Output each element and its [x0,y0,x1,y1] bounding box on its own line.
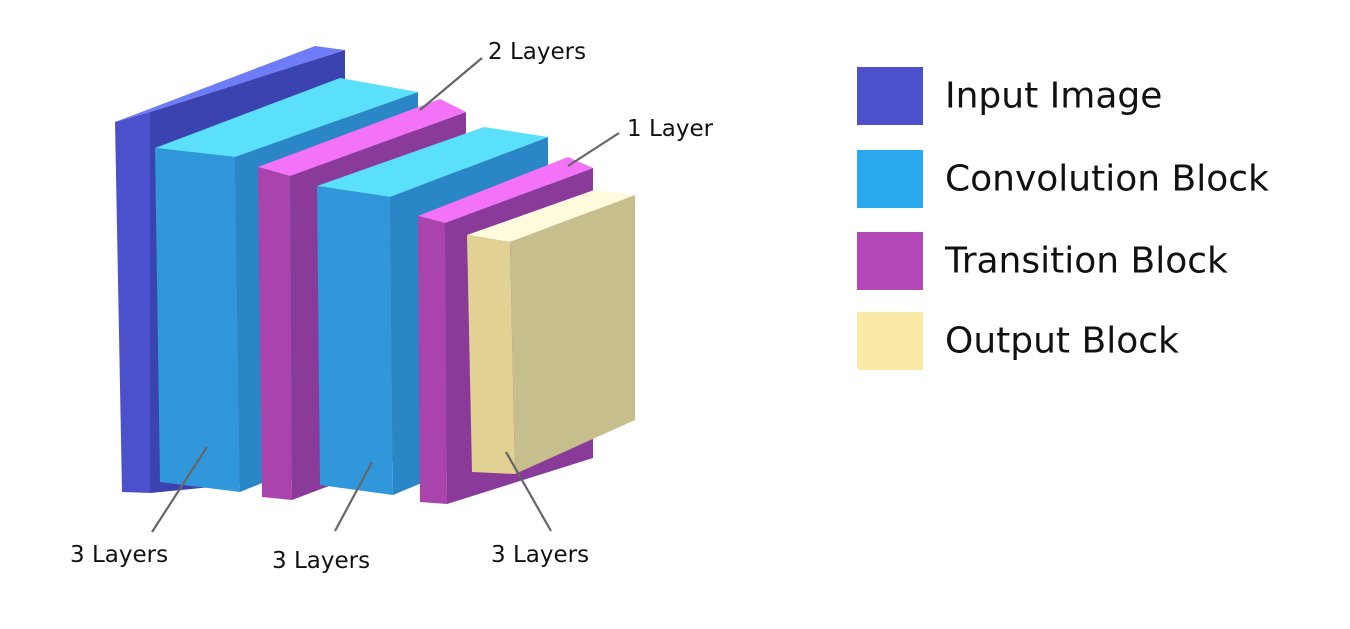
callout-line-second-transition [567,132,620,167]
input-image-block-front [115,112,150,493]
convolution-block-2-top [317,127,548,197]
callout-label-first-transition: 2 Layers [488,39,586,65]
transition-block-1-front [258,167,292,500]
legend-label-transition-block: Transition Block [945,240,1228,282]
legend-item-transition-block: Transition Block [857,232,1337,290]
output-block-front [467,235,515,474]
callout-label-first-conv: 3 Layers [70,542,168,568]
legend-item-output-block: Output Block [857,312,1337,370]
transition-block-2-front [418,216,447,504]
callout-line-second-conv [334,461,373,532]
legend-label-output-block: Output Block [945,320,1179,362]
transition-block-1-top [258,99,466,176]
legend-item-convolution-block: Convolution Block [857,150,1337,208]
convolution-block-1-top [155,78,418,157]
callout-label-output: 3 Layers [491,542,589,568]
legend-swatch-output-block [857,312,923,370]
legend-label-input-image: Input Image [945,75,1163,117]
transition-block-2-top [418,157,593,223]
callout-label-second-transition: 1 Layer [627,116,714,142]
legend-swatch-convolution-block [857,150,923,208]
convolution-block-1-front [155,148,240,492]
legend-item-input-image: Input Image [857,67,1337,125]
callout-line-first-transition [419,57,483,111]
output-block [467,190,635,474]
output-block-top [467,190,635,242]
legend-label-convolution-block: Convolution Block [945,158,1269,200]
legend-swatch-transition-block [857,232,923,290]
callout-line-first-conv [151,446,208,533]
callout-line-output [505,451,552,532]
callout-label-second-conv: 3 Layers [272,548,370,574]
convolution-block-2-front [317,186,393,495]
output-block-side [510,195,635,474]
input-image-block-top [115,46,345,122]
legend-swatch-input-image [857,67,923,125]
